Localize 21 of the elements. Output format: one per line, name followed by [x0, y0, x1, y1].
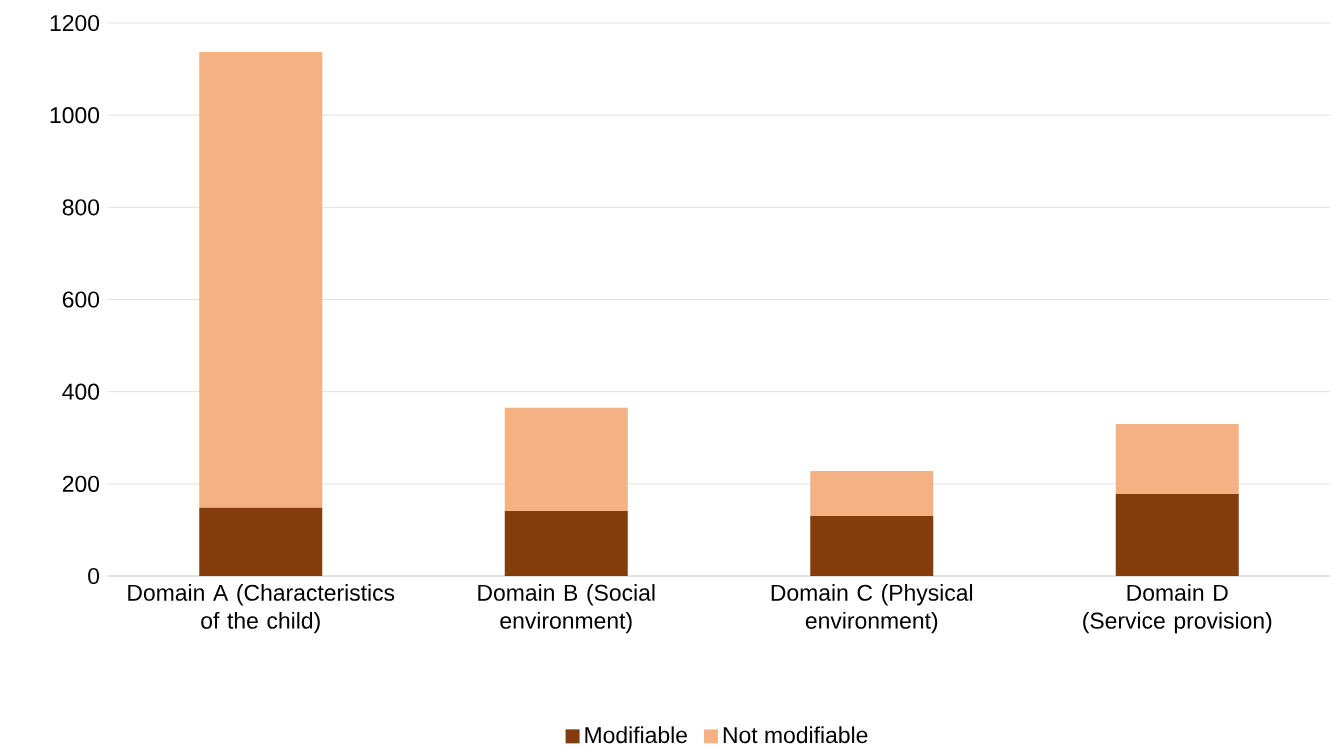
- y-tick-label: 800: [62, 199, 100, 216]
- bar: [810, 470, 934, 517]
- x-tick-label: Domain A (Characteristics of the child): [128, 584, 395, 634]
- legend-label: Modifiable: [585, 726, 687, 744]
- bar: [504, 407, 628, 512]
- x-tick-label: Domain C (Physical environment): [771, 584, 973, 634]
- bar: [1115, 423, 1239, 494]
- bar: [1115, 493, 1239, 576]
- bar: [199, 52, 323, 508]
- bar: [504, 511, 628, 576]
- legend-label: Not modifiable: [723, 726, 868, 744]
- y-tick-label: 200: [62, 475, 100, 492]
- y-tick-label: 0: [88, 567, 100, 585]
- y-tick-label: 600: [62, 291, 100, 308]
- y-tick-label: 400: [62, 383, 100, 400]
- bar: [199, 507, 323, 576]
- x-tick-label: Domain D (Service provision): [1083, 584, 1272, 634]
- bar: [810, 516, 934, 576]
- y-tick-label: 1000: [50, 107, 100, 124]
- y-tick-label: 1200: [50, 14, 100, 32]
- x-tick-label: Domain B (Social environment): [478, 584, 655, 634]
